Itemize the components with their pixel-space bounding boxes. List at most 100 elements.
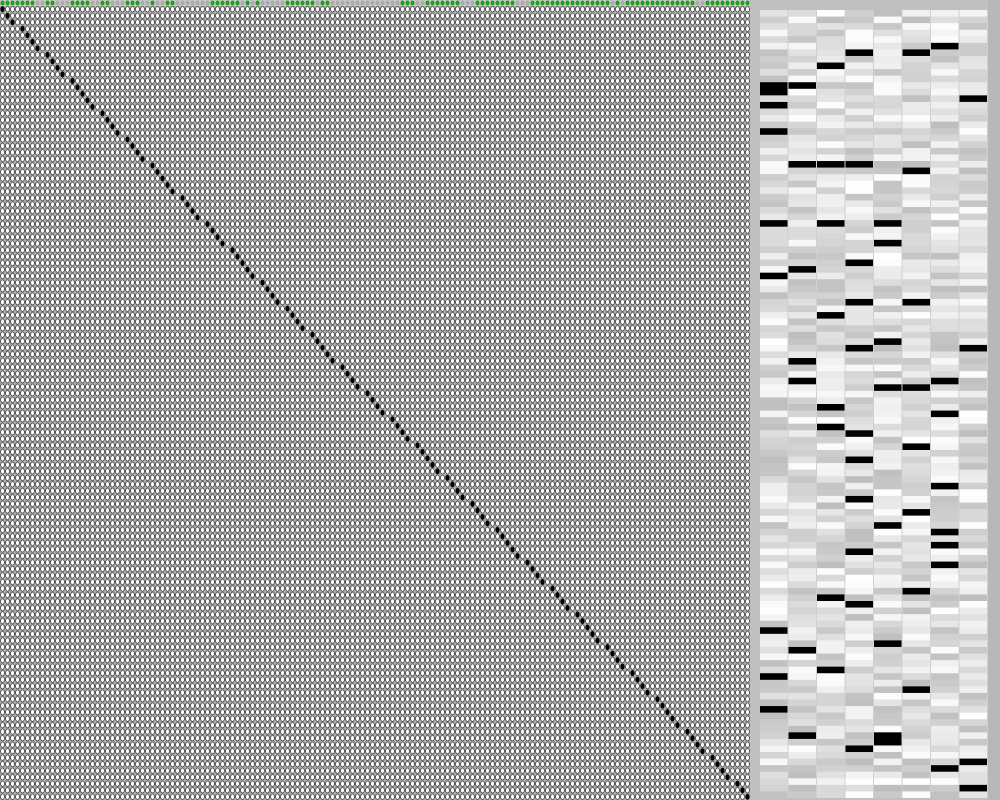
heatmap-cell: [902, 174, 930, 182]
heatmap-cell: [931, 246, 959, 254]
heatmap-cell: [817, 784, 845, 792]
active-dot: [445, 474, 450, 481]
heatmap-cell: [874, 686, 902, 694]
dot-matrix-grid[interactable]: [0, 6, 750, 800]
heatmap-cell: [874, 574, 902, 582]
heatmap-cell: [817, 601, 845, 608]
heatmap-cell: [817, 29, 845, 37]
heatmap-cell: [760, 371, 788, 379]
heatmap-cell: [760, 252, 788, 260]
heatmap-cell: [760, 10, 788, 17]
heatmap-cell: [931, 279, 959, 287]
heatmap-cell: [959, 541, 987, 549]
heatmap-cell: [902, 449, 930, 457]
heatmap-cell: [931, 377, 959, 385]
heatmap-cell: [959, 285, 987, 293]
heatmap-cell: [788, 784, 816, 792]
active-dot: [505, 540, 510, 546]
dot-matrix-icon[interactable]: [0, 6, 750, 800]
heatmap-cell: [931, 390, 959, 398]
heatmap-cell: [788, 272, 816, 280]
heatmap-cell: [760, 108, 788, 116]
heatmap-cell: [845, 371, 873, 379]
heatmap-cell: [959, 535, 987, 543]
heatmap-cell: [902, 88, 930, 96]
heatmap-cell: [931, 738, 959, 746]
active-dot: [695, 741, 700, 748]
heatmap-cell: [874, 29, 902, 37]
heatmap-cell: [788, 555, 816, 562]
heatmap-cell: [959, 436, 987, 444]
heatmap-cell: [959, 305, 987, 313]
heatmap-cell: [845, 115, 873, 122]
active-dot: [665, 709, 670, 716]
active-dot: [605, 644, 610, 650]
heatmap-cell: [845, 692, 873, 700]
heatmap-cell: [788, 101, 816, 109]
heatmap-cell: [931, 95, 959, 103]
indicator-dot: [440, 0, 445, 6]
indicator-dot: [590, 0, 595, 6]
heatmap-cell: [845, 200, 873, 208]
indicator-dot: [190, 0, 195, 6]
heatmap-cell: [902, 778, 930, 786]
heatmap-cell: [874, 765, 902, 773]
heatmap-cell: [788, 88, 816, 96]
heatmap-cell: [931, 522, 959, 530]
heatmap-cell: [874, 161, 902, 168]
heatmap-cell: [845, 463, 873, 470]
heatmap-cell: [788, 62, 816, 70]
heatmap-cell: [959, 338, 987, 346]
heatmap-cell: [817, 187, 845, 195]
heatmap-cell: [788, 226, 816, 234]
heatmap-cell: [874, 115, 902, 122]
heatmap-cell: [874, 660, 902, 667]
heatmap-cell: [959, 266, 987, 273]
active-dot: [25, 32, 30, 39]
heatmap-cell: [874, 719, 902, 727]
heatmap-cell: [817, 581, 845, 589]
indicator-dot: [430, 0, 435, 6]
heatmap-cell: [931, 719, 959, 727]
heatmap-cell: [874, 23, 902, 30]
heatmap-cell: [959, 351, 987, 359]
heatmap-cell: [959, 725, 987, 733]
heatmap-cell: [874, 377, 902, 385]
heatmap-cell: [931, 699, 959, 707]
indicator-dot: [375, 0, 380, 6]
heatmap-cell: [959, 666, 987, 674]
heatmap-cell: [760, 266, 788, 273]
heatmap-cell: [760, 200, 788, 208]
heatmap-cell: [931, 239, 959, 247]
heatmap-cell: [788, 338, 816, 346]
heatmap-cell: [902, 384, 930, 392]
heatmap-cell: [902, 154, 930, 162]
active-dot: [550, 585, 555, 592]
active-dot: [660, 702, 665, 709]
heatmap-cell: [845, 325, 873, 333]
heatmap-cell: [931, 436, 959, 444]
indicator-dot: [175, 0, 180, 6]
indicator-dot: [225, 0, 230, 6]
heatmap-cell: [874, 200, 902, 208]
heatmap-cell: [817, 456, 845, 464]
heatmap-cell: [788, 390, 816, 398]
heatmap-cell: [788, 154, 816, 162]
heatmap-cell: [845, 187, 873, 195]
heatmap-cell: [788, 495, 816, 503]
heatmap-cell: [959, 371, 987, 379]
active-dot: [350, 377, 355, 384]
active-dot: [180, 195, 185, 201]
heatmap-cell: [959, 404, 987, 411]
scrollbar-track[interactable]: [988, 0, 1000, 800]
heatmap-cell: [817, 141, 845, 149]
heatmap-cell: [874, 49, 902, 57]
heatmap-cell: [817, 738, 845, 746]
active-dot: [310, 331, 315, 338]
heatmap-cell: [845, 594, 873, 602]
active-dot: [150, 162, 155, 169]
indicator-dot: [675, 0, 680, 6]
active-dot: [195, 214, 200, 221]
heatmap-cell: [931, 745, 959, 753]
